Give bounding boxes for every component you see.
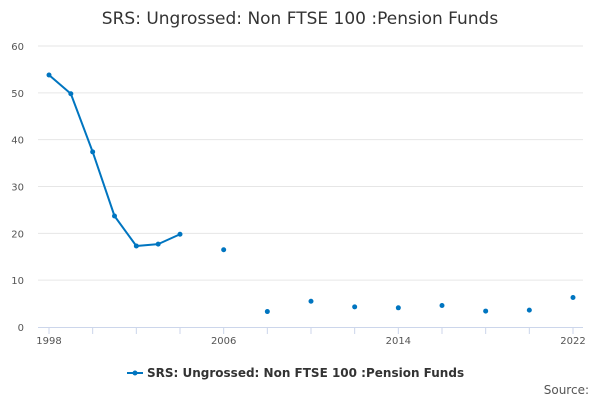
data-point (221, 247, 227, 253)
data-point (264, 309, 270, 315)
series-line-segment (113, 215, 138, 247)
data-point (483, 308, 489, 314)
chart-title: SRS: Ungrossed: Non FTSE 100 :Pension Fu… (102, 9, 499, 29)
data-point (395, 305, 401, 311)
source-label: Source: (544, 383, 589, 397)
y-tick-label: 50 (11, 89, 24, 100)
data-point (68, 91, 74, 97)
data-point (133, 243, 139, 249)
legend-label: SRS: Ungrossed: Non FTSE 100 :Pension Fu… (147, 366, 464, 380)
legend-marker-icon (132, 370, 138, 376)
x-tick-label: 2014 (386, 336, 411, 347)
series-line-segment (91, 150, 116, 218)
series-line-segment (135, 243, 160, 247)
x-tick-label: 2022 (560, 336, 585, 347)
series-line-segment (48, 74, 72, 95)
series-line-segment (69, 92, 94, 153)
data-point (155, 241, 161, 247)
data-point (90, 149, 96, 155)
y-tick-label: 0 (18, 323, 24, 334)
series-line-segment (157, 233, 181, 246)
y-tick-label: 40 (11, 136, 24, 147)
data-point (526, 307, 532, 313)
y-tick-label: 20 (11, 229, 24, 240)
x-tick-label: 2006 (211, 336, 236, 347)
y-tick-label: 30 (11, 183, 24, 194)
legend[interactable]: SRS: Ungrossed: Non FTSE 100 :Pension Fu… (127, 366, 464, 380)
data-point (439, 302, 445, 308)
data-point (46, 72, 52, 78)
data-point (177, 231, 183, 237)
y-tick-label: 10 (11, 276, 24, 287)
data-point (570, 294, 576, 300)
y-tick-label: 60 (11, 42, 24, 53)
data-point (112, 213, 117, 219)
data-point (352, 304, 358, 310)
data-point (308, 298, 314, 304)
x-tick-label: 1998 (36, 336, 61, 347)
